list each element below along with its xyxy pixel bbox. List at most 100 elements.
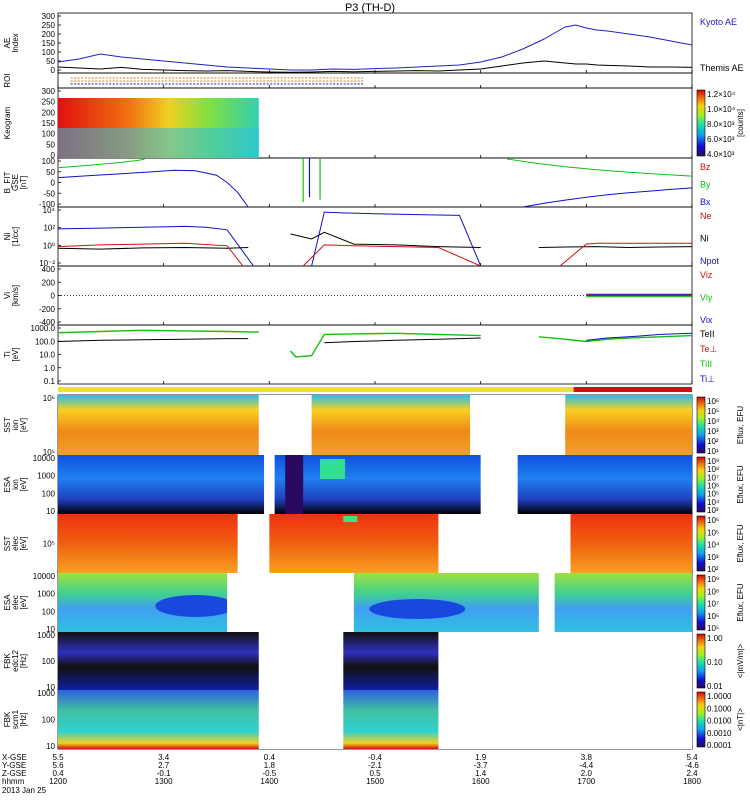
fbk_scm-ytick-label: 10 <box>46 742 55 751</box>
ae-ytick-label: 300 <box>42 12 56 21</box>
bfield-frame <box>57 157 693 208</box>
temperature-legend-item: Ti⊥ <box>700 374 715 384</box>
footer-value: 0.4 <box>264 753 276 762</box>
sst_e-colorbar-tick: 10⁴ <box>707 541 720 550</box>
footer-value: 1300 <box>155 777 173 786</box>
footer-value: 1800 <box>683 777 701 786</box>
line-ne <box>302 244 481 267</box>
footer-value: 1.9 <box>475 753 487 762</box>
esa_i-colorbar-tick: 10³ <box>707 506 719 515</box>
footer-value: -4.4 <box>579 761 593 770</box>
temperature-ylabel: Ti <box>3 351 12 358</box>
line-ni <box>290 231 481 248</box>
sst-e-feature <box>343 516 358 522</box>
esa_e-colorbar-tick: 10⁵ <box>707 624 719 633</box>
footer-value: 1200 <box>49 777 67 786</box>
sst_e-colorbar <box>696 515 706 572</box>
ae-ylabel: Index <box>11 33 20 53</box>
esa_e-ytick-label: 10 <box>46 625 55 634</box>
ae-legend-item: Themis AE <box>700 63 744 73</box>
sst_e-colorbar-label: Eflux, EFU <box>736 524 745 562</box>
footer-value: 2.7 <box>158 761 170 770</box>
sst_e-ytick-label: 10⁵ <box>43 540 55 549</box>
keogram-colorbar <box>696 89 706 157</box>
velocity-ylabel: Vi <box>3 292 12 299</box>
keogram-ytick-label: 100 <box>42 130 56 139</box>
keogram-colorbar-tick: 4.0×10³ <box>707 150 735 159</box>
sst_i_gse-ylabel: SST <box>3 417 12 433</box>
esa_i-gap <box>480 455 518 514</box>
line-by <box>507 158 693 177</box>
line-by <box>57 158 145 169</box>
esa_i-heatmap <box>58 455 692 514</box>
sst_e-gap <box>237 514 270 573</box>
sst_i_gse-colorbar-tick: 10⁴ <box>707 417 720 426</box>
keogram-colorbar-tick: 6.0×10³ <box>707 135 735 144</box>
density-ytick-label: 10⁻² <box>39 259 55 268</box>
density-ytick-label: 10² <box>43 224 55 233</box>
line-temperature <box>57 329 259 334</box>
esa_e-colorbar-tick: 10⁸ <box>707 587 719 596</box>
x-axis-footer: X-GSE Y-GSE Z-GSE hhmm 2013 Jan 25 5.55.… <box>2 753 701 795</box>
velocity-ytick-label: 0 <box>51 292 56 301</box>
keogram-colorbar-tick: 1.0×10⁴ <box>707 105 736 114</box>
bfield-ylabel: [nT] <box>19 176 28 190</box>
ae-ytick-label: 50 <box>46 57 55 66</box>
ae-ytick-label: 250 <box>42 21 56 30</box>
line-bx <box>522 187 693 208</box>
footer-value: 1.8 <box>264 761 276 770</box>
density-ytick-label: 10⁴ <box>43 206 56 215</box>
footer-value: 1700 <box>577 777 595 786</box>
fbk_scm-ytick-label: 100 <box>42 716 56 725</box>
esa_i-ytick-label: 10 <box>46 507 55 516</box>
fbk_edc-ylabel: FBK <box>3 653 12 669</box>
row-label-xgse: X-GSE <box>2 753 27 762</box>
esa_i-colorbar-label: Eflux, EFU <box>736 465 745 503</box>
fbk_scm-ylabel: [Hz] <box>19 712 28 726</box>
fbk_scm-ylabel: scm1 <box>11 709 20 729</box>
esa_e-ylabel: [eV] <box>19 595 28 609</box>
esa_i-colorbar-tick: 10⁴ <box>707 498 720 507</box>
temperature-ylabel: [eV] <box>11 347 20 361</box>
velocity-ylabel: [km/s] <box>11 285 20 306</box>
keogram-ytick-label: 150 <box>42 119 56 128</box>
line-temperature <box>289 332 481 358</box>
keogram-ytick-label: 250 <box>42 98 56 107</box>
line-npot <box>311 211 482 267</box>
bfield-ytick-label: 0 <box>51 179 56 188</box>
fbk_edc-ytick-label: 1000 <box>37 631 55 640</box>
line-themis-ae <box>57 60 693 73</box>
fbk_scm-gap <box>438 690 692 749</box>
fbk_scm-colorbar-label: <|nT|> <box>736 708 745 731</box>
density-ylabel: Ni <box>3 233 12 241</box>
fbk_edc-colorbar <box>696 633 706 689</box>
footer-value: 3.8 <box>581 753 593 762</box>
fbk_edc-colorbar-label: <|mV/m|> <box>736 643 745 678</box>
footer-value: 3.4 <box>158 753 170 762</box>
fbk_edc-ylabel: [Hz] <box>19 654 28 668</box>
velocity-ytick-label: 200 <box>42 278 56 287</box>
ae-ytick-label: 150 <box>42 39 56 48</box>
row-label-ygse: Y-GSE <box>2 761 26 770</box>
esa_i-colorbar-tick: 10⁵ <box>707 490 719 499</box>
footer-value: 1600 <box>472 777 490 786</box>
footer-value: 1400 <box>260 777 278 786</box>
esa_e-gap <box>227 573 354 632</box>
line-temperature <box>586 332 693 341</box>
fbk_edc-gap <box>438 632 692 690</box>
fbk_edc-gap <box>258 632 344 690</box>
temperature-ytick-label: 1.0 <box>44 364 56 373</box>
keogram-ytick-label: 0 <box>51 151 56 160</box>
fbk_scm-colorbar <box>696 691 706 748</box>
esa_i-colorbar-tick: 10⁶ <box>707 482 719 491</box>
temperature-ytick-label: 0.1 <box>44 377 56 386</box>
temperature-ytick-label: 10.0 <box>39 351 55 360</box>
fbk_scm-colorbar-tick: 1.0000 <box>707 692 732 701</box>
velocity-legend-item: Viz <box>700 270 713 280</box>
bfield-ylabel: GSE <box>11 174 20 191</box>
footer-value: -4.6 <box>685 761 699 770</box>
sst_e-colorbar-tick: 10⁵ <box>707 528 719 537</box>
fbk_scm-ylabel: FBK <box>3 711 12 727</box>
roi-ylabel: ROI <box>3 73 12 87</box>
